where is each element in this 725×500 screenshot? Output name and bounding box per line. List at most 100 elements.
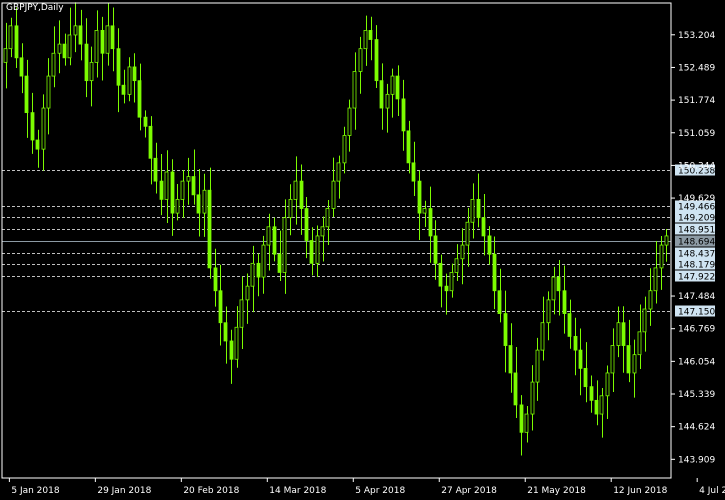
candle <box>180 170 185 218</box>
candle-body <box>229 340 234 360</box>
candle-body <box>100 30 105 54</box>
candle-body <box>438 262 443 287</box>
candle-body <box>664 235 669 246</box>
candles-layer <box>3 2 669 456</box>
candle <box>347 99 352 152</box>
candle-body <box>116 48 121 86</box>
candle-body <box>320 226 325 237</box>
candle <box>411 141 416 196</box>
candle-body <box>567 313 572 337</box>
candle <box>530 365 535 431</box>
time-tick-label: 4 Jul 2018 <box>699 486 725 496</box>
candle <box>352 52 357 130</box>
candle <box>610 328 615 392</box>
candle-body <box>535 349 540 383</box>
candle-body <box>331 180 336 209</box>
candle <box>465 208 470 267</box>
candle <box>637 304 642 369</box>
candle-body <box>19 57 24 77</box>
candle-body <box>62 43 67 59</box>
price-tick-label: 151.774 <box>678 96 715 106</box>
candle <box>299 164 304 235</box>
candle-body <box>368 30 373 40</box>
candle <box>30 92 35 154</box>
candle <box>196 169 201 237</box>
price-tick-label: 143.909 <box>678 455 715 465</box>
candle-body <box>84 43 89 82</box>
level-label: 147.922 <box>678 273 715 283</box>
candle-body <box>583 367 588 388</box>
candle-body <box>530 381 535 415</box>
candle <box>229 329 234 384</box>
candle <box>143 110 148 138</box>
candle <box>358 36 363 94</box>
candle-body <box>57 43 62 54</box>
candle <box>250 245 255 313</box>
level-label: 148.179 <box>678 261 715 271</box>
candle-body <box>551 276 556 301</box>
candle <box>57 20 62 74</box>
candle <box>186 157 191 205</box>
price-tick-label: 147.484 <box>678 292 715 302</box>
candle <box>551 266 556 315</box>
candle <box>24 59 29 138</box>
candle <box>207 167 212 279</box>
level-badge <box>675 164 715 176</box>
candle <box>497 268 502 323</box>
candle-body <box>288 198 293 219</box>
candle <box>121 69 126 104</box>
candle <box>41 94 46 171</box>
candle <box>519 395 524 456</box>
candle-body <box>605 372 610 397</box>
candle-body <box>223 322 228 342</box>
candle <box>406 120 411 174</box>
candle-body <box>41 107 46 150</box>
price-tick-label: 146.769 <box>678 325 715 335</box>
candle <box>487 226 492 265</box>
candle-body <box>336 162 341 182</box>
candle-body <box>589 386 594 401</box>
candle-body <box>78 25 83 45</box>
candle <box>67 7 72 66</box>
candle <box>621 306 626 373</box>
candle <box>8 17 13 58</box>
candle <box>62 33 67 66</box>
candle <box>277 230 282 281</box>
candle-body <box>245 285 250 301</box>
time-tick-label: 5 Apr 2018 <box>355 486 405 496</box>
candle <box>223 306 228 364</box>
candle <box>583 342 588 403</box>
level-badge <box>675 270 715 282</box>
candle-body <box>374 39 379 82</box>
candle <box>132 53 137 103</box>
candle-body <box>180 180 185 200</box>
candle <box>3 22 8 89</box>
candle <box>374 25 379 88</box>
price-tick-label: 144.624 <box>678 423 715 433</box>
candle-body <box>218 290 223 324</box>
candle <box>325 199 330 245</box>
candle <box>256 253 261 297</box>
candle <box>508 323 513 393</box>
candle-body <box>492 253 497 292</box>
candle-body <box>578 349 583 369</box>
candle <box>417 170 422 240</box>
level-label: 149.209 <box>678 214 715 224</box>
candle <box>137 63 142 131</box>
candle-body <box>460 244 465 260</box>
level-label: 150.238 <box>678 167 715 177</box>
candle-body <box>89 61 94 82</box>
candle <box>626 319 631 383</box>
candle-body <box>3 48 8 63</box>
plot-border <box>1 2 672 479</box>
candle <box>428 186 433 263</box>
candle <box>470 183 475 239</box>
candle-body <box>632 354 637 374</box>
candle-body <box>94 30 99 63</box>
candle-body <box>35 139 40 150</box>
level-badge <box>675 211 715 223</box>
candle <box>234 306 239 368</box>
candle <box>51 26 56 88</box>
level-badge <box>675 305 715 317</box>
